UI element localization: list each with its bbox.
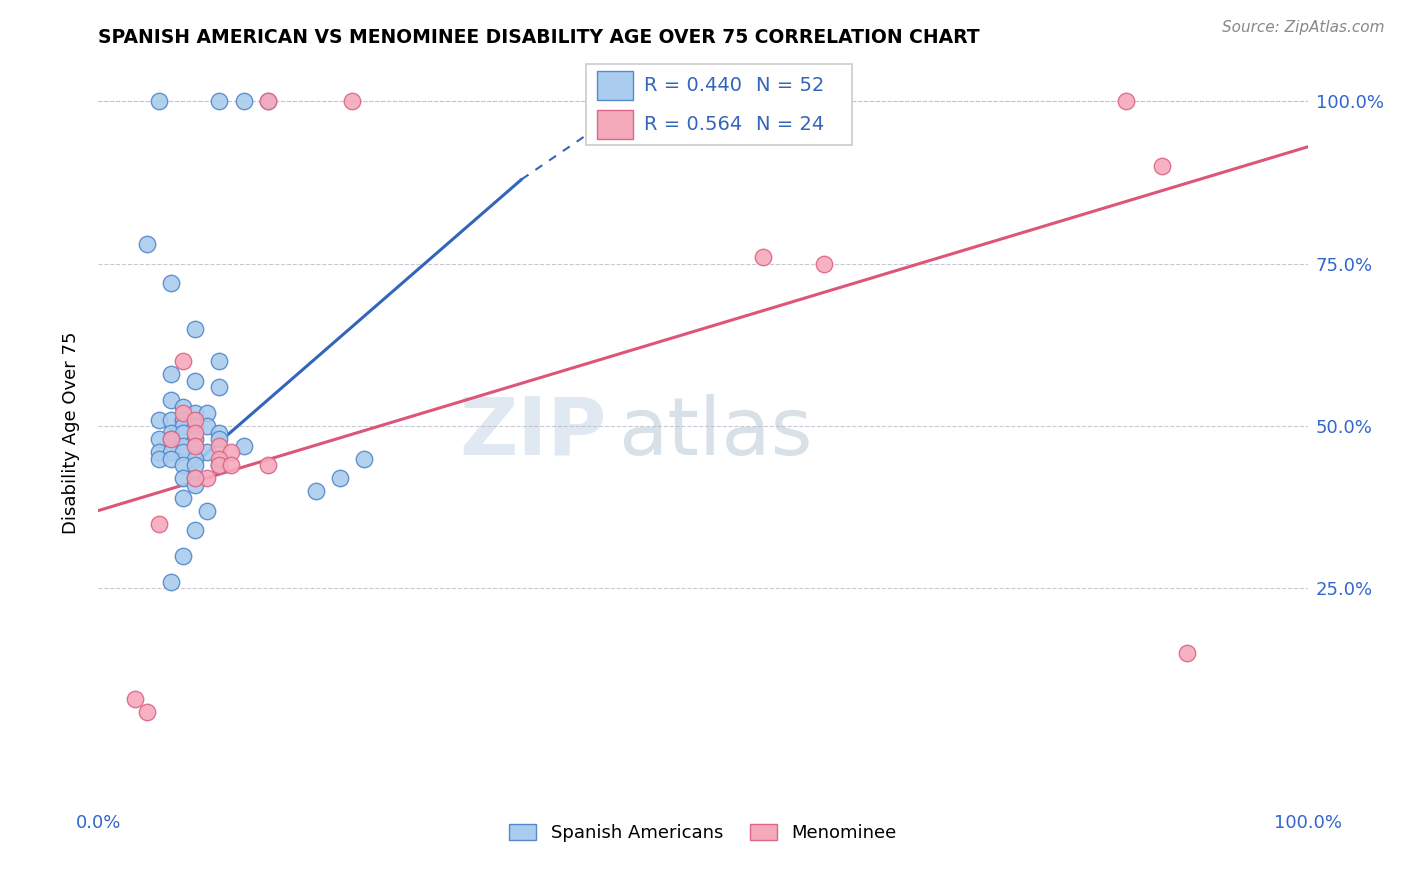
Point	[232, 95, 254, 109]
Point	[208, 95, 231, 109]
Point	[160, 393, 183, 408]
Point	[208, 354, 231, 368]
Point	[160, 574, 183, 589]
Point	[160, 445, 183, 459]
Point	[184, 374, 207, 388]
Point	[124, 692, 146, 706]
FancyBboxPatch shape	[586, 64, 852, 145]
Point	[329, 471, 352, 485]
Text: N = 52: N = 52	[756, 76, 824, 95]
Point	[160, 432, 183, 446]
Point	[184, 439, 207, 453]
Point	[813, 257, 835, 271]
Text: R = 0.564: R = 0.564	[644, 115, 742, 134]
Point	[752, 250, 775, 264]
Point	[184, 322, 207, 336]
Point	[184, 412, 207, 426]
Point	[184, 419, 207, 434]
Y-axis label: Disability Age Over 75: Disability Age Over 75	[62, 331, 80, 534]
Point	[172, 445, 194, 459]
Legend: Spanish Americans, Menominee: Spanish Americans, Menominee	[502, 816, 904, 849]
Point	[172, 419, 194, 434]
Text: ZIP: ZIP	[458, 393, 606, 472]
Point	[256, 95, 278, 109]
Point	[172, 458, 194, 472]
Point	[160, 451, 183, 466]
Point	[1175, 647, 1198, 661]
Text: SPANISH AMERICAN VS MENOMINEE DISABILITY AGE OVER 75 CORRELATION CHART: SPANISH AMERICAN VS MENOMINEE DISABILITY…	[98, 28, 980, 47]
Point	[208, 458, 231, 472]
Point	[184, 458, 207, 472]
Point	[172, 439, 194, 453]
Point	[208, 432, 231, 446]
Point	[160, 432, 183, 446]
Text: N = 24: N = 24	[756, 115, 824, 134]
FancyBboxPatch shape	[598, 71, 633, 100]
Point	[256, 95, 278, 109]
Point	[172, 491, 194, 505]
Point	[160, 425, 183, 440]
Point	[148, 432, 170, 446]
Point	[195, 445, 218, 459]
Point	[160, 412, 183, 426]
Point	[184, 406, 207, 420]
Point	[148, 412, 170, 426]
Point	[221, 458, 243, 472]
Point	[160, 367, 183, 381]
Point	[172, 412, 194, 426]
Point	[1115, 95, 1137, 109]
Point	[172, 549, 194, 563]
Point	[148, 451, 170, 466]
Point	[172, 354, 194, 368]
Point	[184, 451, 207, 466]
Point	[172, 406, 194, 420]
Point	[184, 439, 207, 453]
Point	[160, 277, 183, 291]
Point	[148, 95, 170, 109]
Point	[208, 380, 231, 394]
Point	[135, 237, 157, 252]
Point	[353, 451, 375, 466]
Point	[195, 471, 218, 485]
Point	[195, 419, 218, 434]
Point	[342, 95, 364, 109]
Text: Source: ZipAtlas.com: Source: ZipAtlas.com	[1222, 20, 1385, 35]
Point	[195, 503, 218, 517]
Point	[184, 471, 207, 485]
Point	[208, 451, 231, 466]
Point	[184, 432, 207, 446]
Point	[172, 400, 194, 414]
Point	[148, 516, 170, 531]
Point	[256, 458, 278, 472]
Point	[1152, 159, 1174, 173]
Text: atlas: atlas	[619, 393, 813, 472]
Point	[208, 458, 231, 472]
Point	[208, 425, 231, 440]
Point	[184, 471, 207, 485]
Point	[208, 439, 231, 453]
Text: R = 0.440: R = 0.440	[644, 76, 742, 95]
Point	[184, 425, 207, 440]
Point	[184, 477, 207, 491]
Point	[148, 445, 170, 459]
Point	[232, 439, 254, 453]
Point	[135, 705, 157, 719]
Point	[305, 484, 328, 499]
Point	[172, 425, 194, 440]
Point	[172, 471, 194, 485]
FancyBboxPatch shape	[598, 110, 633, 139]
Point	[184, 523, 207, 537]
Point	[195, 406, 218, 420]
Point	[221, 445, 243, 459]
